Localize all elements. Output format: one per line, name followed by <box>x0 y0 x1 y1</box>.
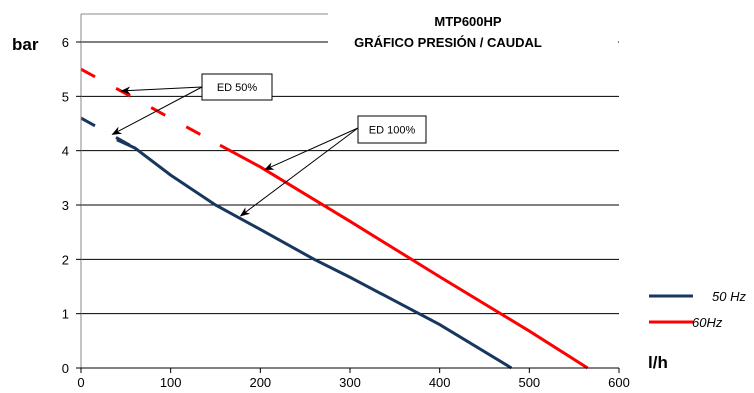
x-tick-label-200: 200 <box>249 375 271 390</box>
annotation-arrow-ed-50--1 <box>111 86 203 135</box>
x-tick-label-0: 0 <box>77 375 84 390</box>
x-tick-label-100: 100 <box>160 375 182 390</box>
y-tick-label-1: 1 <box>62 307 69 322</box>
x-tick-label-400: 400 <box>429 375 451 390</box>
grid-lines <box>81 41 619 315</box>
y-tick-label-6: 6 <box>62 35 69 50</box>
y-axis-label: bar <box>12 35 39 54</box>
y-tick-label-5: 5 <box>62 89 69 104</box>
legend: 50 Hz 60Hz <box>649 289 746 330</box>
x-tick-label-500: 500 <box>518 375 540 390</box>
x-axis-label: l/h <box>648 353 668 372</box>
y-tick-label-4: 4 <box>62 144 69 159</box>
tick-labels: 0 1 2 3 4 5 6 0 100 200 300 400 500 600 <box>62 35 630 390</box>
annotation-box-ed-100- <box>357 115 427 144</box>
title-background <box>328 0 618 60</box>
chart-subtitle: GRÁFICO PRESIÓN / CAUDAL <box>354 35 542 50</box>
series-60hz-solid-line <box>219 143 589 370</box>
x-tick-label-300: 300 <box>339 375 361 390</box>
axes <box>76 13 620 373</box>
legend-label-60hz: 60Hz <box>692 315 723 330</box>
annotation-arrow-ed-100--0 <box>263 127 359 171</box>
series-lines <box>80 67 589 370</box>
y-tick-label-2: 2 <box>62 252 69 267</box>
annotations: ED 50% ED 100% <box>111 73 427 217</box>
annotation-label-ed-100-: ED 100% <box>369 125 416 137</box>
y-tick-label-3: 3 <box>62 198 69 213</box>
chart-title: MTP600HP <box>434 14 502 29</box>
legend-label-50hz: 50 Hz <box>712 289 746 304</box>
y-tick-label-0: 0 <box>62 361 69 376</box>
annotation-arrow-ed-100--1 <box>239 127 359 217</box>
annotation-arrow-ed-50--0 <box>120 86 203 95</box>
series-50hz-solid-line <box>116 138 513 370</box>
series-60hz-dashed-line <box>80 67 221 147</box>
x-tick-label-600: 600 <box>608 375 630 390</box>
annotation-label-ed-50-: ED 50% <box>217 82 258 94</box>
annotation-box-ed-50- <box>201 73 273 101</box>
